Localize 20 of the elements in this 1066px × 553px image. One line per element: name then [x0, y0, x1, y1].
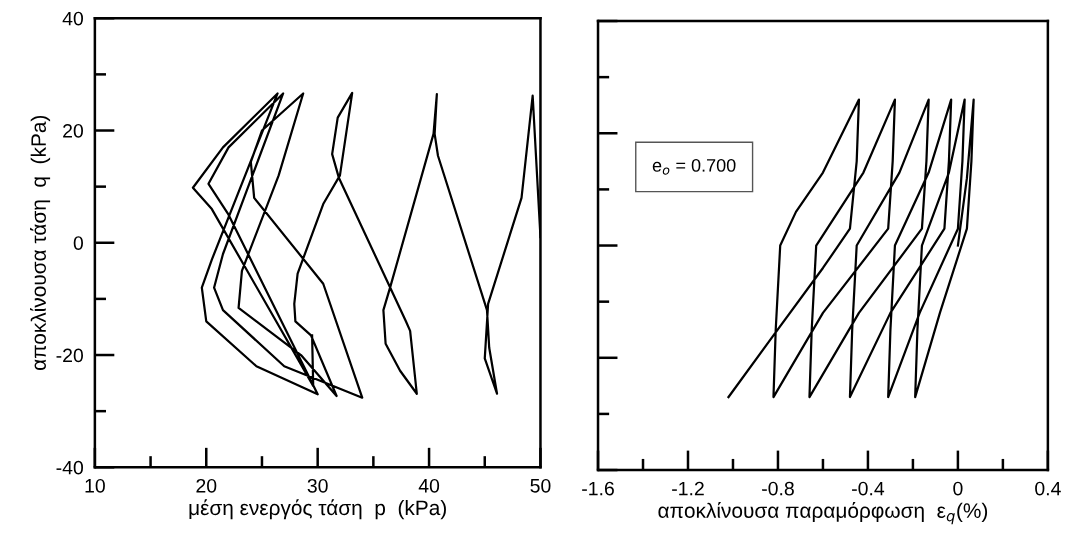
x-tick-label: 50 — [530, 478, 551, 493]
annotation: e$_{o}$ = 0.700 — [652, 158, 736, 175]
x-tick-label: 0 — [953, 481, 963, 496]
x-axis-title: μέση ενεργός τάση p (kPa) — [189, 499, 446, 520]
y-tick-label: -20 — [56, 348, 84, 363]
x-tick-label: 40 — [418, 478, 440, 493]
x-tick-label: 0.4 — [1035, 481, 1061, 496]
x-tick-label: -1.6 — [582, 481, 614, 496]
y-tick-label: 0 — [73, 236, 83, 250]
x-tick-label: 30 — [307, 478, 328, 493]
y-tick-label: -40 — [56, 460, 84, 475]
y-axis-title: αποκλίνουσα τάση q (kPa) — [30, 115, 51, 370]
x-tick-label: -1.2 — [672, 481, 704, 496]
x-tick-label: 20 — [196, 478, 217, 493]
x-tick-label: -0.8 — [762, 481, 794, 496]
x-tick-label: -0.4 — [852, 481, 885, 496]
x-axis-title: αποκλίνουσα παραμόρφωση ε$_{q}$(%) — [658, 502, 988, 525]
y-tick-label: 40 — [62, 11, 83, 26]
y-tick-label: 20 — [63, 123, 83, 138]
x-tick-label: 10 — [85, 478, 105, 493]
